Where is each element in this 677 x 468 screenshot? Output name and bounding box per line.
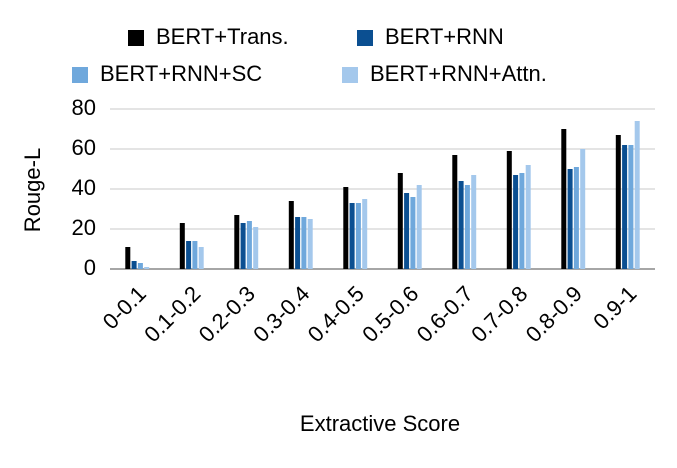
y-tick-label: 80 xyxy=(72,95,96,120)
bar xyxy=(137,263,143,269)
bar xyxy=(397,173,403,269)
bar xyxy=(506,151,512,269)
bar xyxy=(452,155,458,269)
bar xyxy=(464,185,470,269)
bar xyxy=(513,175,519,269)
bar xyxy=(404,193,410,269)
legend-swatch xyxy=(357,30,373,46)
x-tick-label: 0.9-1 xyxy=(588,281,641,334)
bar xyxy=(362,199,368,269)
bar xyxy=(355,203,361,269)
legend-swatch xyxy=(72,67,88,83)
bar xyxy=(234,215,240,269)
legend-label: BERT+RNN xyxy=(385,24,504,49)
bar xyxy=(561,129,567,269)
bar xyxy=(471,175,477,269)
x-axis-title: Extractive Score xyxy=(300,411,460,436)
bar xyxy=(307,219,313,269)
bar xyxy=(144,267,150,269)
bar xyxy=(410,197,416,269)
bar xyxy=(458,181,464,269)
bar xyxy=(295,217,301,269)
bar xyxy=(580,149,586,269)
bar xyxy=(301,217,307,269)
x-tick-label: 0.8-0.9 xyxy=(521,281,587,347)
bar xyxy=(186,241,192,269)
bar xyxy=(125,247,131,269)
bar xyxy=(525,165,531,269)
bar xyxy=(192,241,198,269)
bar xyxy=(198,247,204,269)
y-tick-label: 0 xyxy=(84,255,96,280)
bar xyxy=(131,261,137,269)
y-tick-label: 60 xyxy=(72,135,96,160)
bar xyxy=(567,169,573,269)
x-tick-label: 0.4-0.5 xyxy=(303,281,369,347)
y-tick-label: 20 xyxy=(72,215,96,240)
x-tick-label: 0.5-0.6 xyxy=(357,281,423,347)
bar xyxy=(343,187,349,269)
bar xyxy=(349,203,355,269)
bar xyxy=(246,221,252,269)
bar xyxy=(288,201,294,269)
bar xyxy=(573,167,579,269)
legend-label: BERT+Trans. xyxy=(156,24,289,49)
bar xyxy=(622,145,628,269)
bar xyxy=(253,227,259,269)
x-tick-label: 0.7-0.8 xyxy=(466,281,532,347)
legend-swatch xyxy=(342,67,358,83)
bar xyxy=(615,135,621,269)
bar xyxy=(179,223,185,269)
y-tick-label: 40 xyxy=(72,175,96,200)
legend-label: BERT+RNN+Attn. xyxy=(370,61,547,86)
x-tick-label: 0.1-0.2 xyxy=(139,281,205,347)
bar xyxy=(634,121,640,269)
bar xyxy=(240,223,246,269)
legend-label: BERT+RNN+SC xyxy=(100,61,262,86)
y-axis-title: Rouge-L xyxy=(20,148,45,232)
legend-swatch xyxy=(128,30,144,46)
x-tick-label: 0.6-0.7 xyxy=(412,281,478,347)
x-tick-label: 0.3-0.4 xyxy=(248,281,314,347)
bar xyxy=(519,173,525,269)
bar xyxy=(628,145,634,269)
x-tick-label: 0.2-0.3 xyxy=(194,281,260,347)
bar xyxy=(416,185,422,269)
